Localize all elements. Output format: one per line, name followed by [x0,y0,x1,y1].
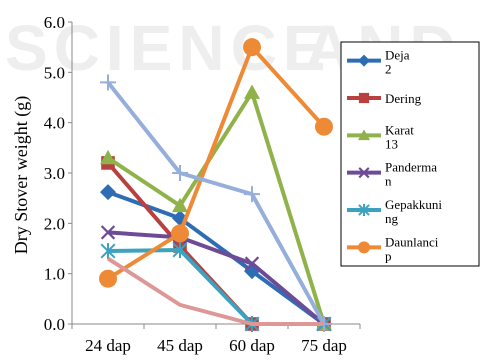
y-tick-label: 0.0 [44,315,65,334]
legend-label-wrap: 2 [385,62,392,77]
data-point [244,256,260,271]
y-tick-label: 5.0 [44,63,65,82]
data-point [244,186,260,203]
legend-item: Dering [347,91,422,106]
legend-label-wrap: 13 [385,136,398,151]
series-7 [106,256,324,326]
series-line [106,256,324,326]
series-5 [99,38,333,288]
x-tick-label: 60 dap [229,336,275,355]
data-point [243,38,261,57]
legend-swatch-marker [358,241,370,254]
legend-label-wrap: n [385,174,392,189]
legend-label: Deja [385,48,410,63]
legend-label: Panderma [385,160,437,175]
data-point [100,184,116,201]
data-point [100,225,116,240]
series-line [107,230,326,326]
y-axis-label: Dry Stover weight (g) [11,96,32,254]
axes: 0.0 1.0 2.0 3.0 4.0 5.0 6.0 24 dap 45 dap 60 dap 7… [44,13,361,355]
x-tick-label: 24 dap [85,336,131,355]
series-line [106,81,326,325]
x-tick-label: 45 dap [157,336,203,355]
data-point [100,149,116,165]
legend-swatch-marker [358,167,370,179]
data-point [171,224,189,243]
series-layer [99,38,333,332]
y-tick-label: 1.0 [44,265,65,284]
series-line [106,90,326,325]
series-4 [100,242,332,332]
series-line [106,45,326,281]
series-2 [100,84,332,331]
y-tick-label: 2.0 [44,214,65,233]
legend-label: Dering [385,91,422,106]
legend-label: Karat [385,122,414,137]
data-point [315,117,333,136]
legend-swatch-marker [358,204,370,216]
data-point [172,242,188,259]
legend-swatch-marker [358,129,370,141]
legend-swatch-marker [358,92,370,104]
legend-label-wrap: p [385,248,392,263]
data-point [172,165,188,181]
legend-box [340,41,480,267]
legend-label-wrap: ng [385,211,399,226]
data-point [100,74,116,91]
legend-label: Daunlanci [385,234,439,249]
y-tick-label: 3.0 [44,164,65,183]
data-point [244,84,260,99]
series-0 [100,184,332,332]
y-tick-label: 6.0 [44,13,65,32]
y-tick-label: 4.0 [44,114,65,133]
series-3 [100,225,332,332]
legend-label: Gepakkuni [385,197,442,212]
x-tick-label: 75 dap [301,336,347,355]
data-point [172,197,188,213]
data-point [100,243,116,260]
data-point [99,269,117,288]
legend-swatch-marker [358,54,370,67]
